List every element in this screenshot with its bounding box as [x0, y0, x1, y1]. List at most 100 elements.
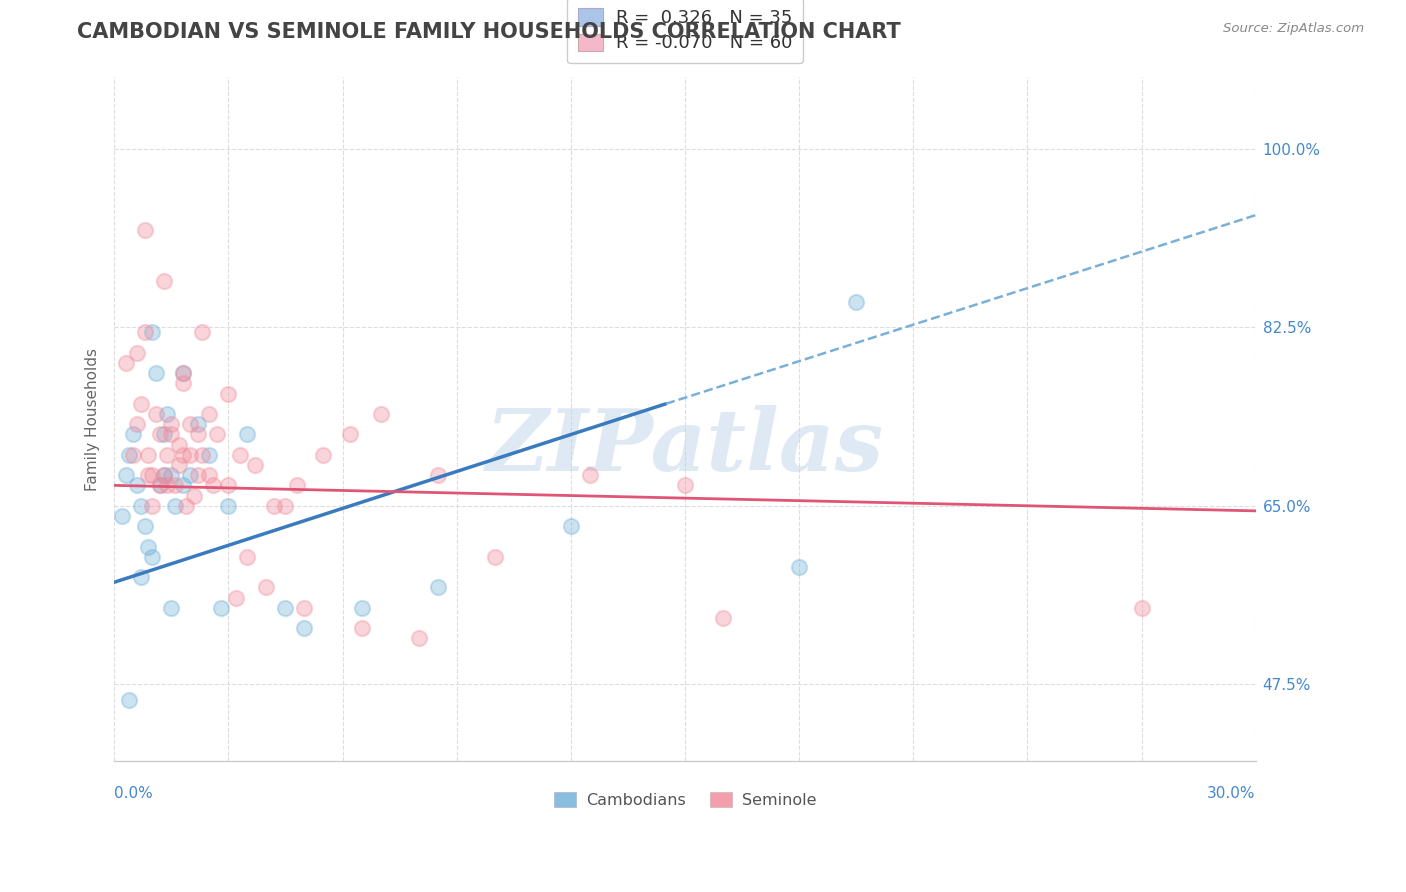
Point [125, 478, 148, 492]
Point [172, 376, 194, 391]
Point [118, 448, 141, 462]
Point [114, 356, 136, 370]
Point [274, 499, 297, 513]
Point [111, 508, 134, 523]
Point [129, 397, 152, 411]
Point [172, 366, 194, 380]
Point [129, 499, 152, 513]
Point [172, 478, 194, 492]
Point [160, 600, 183, 615]
Text: 30.0%: 30.0% [1208, 786, 1256, 801]
Point [179, 468, 201, 483]
Text: CAMBODIAN VS SEMINOLE FAMILY HOUSEHOLDS CORRELATION CHART: CAMBODIAN VS SEMINOLE FAMILY HOUSEHOLDS … [77, 22, 901, 42]
Point [350, 621, 373, 635]
Point [198, 468, 221, 483]
Point [172, 366, 194, 380]
Point [254, 580, 277, 594]
Point [152, 274, 174, 288]
Point [579, 468, 602, 483]
Point [205, 427, 228, 442]
Point [160, 427, 183, 442]
Point [1130, 600, 1153, 615]
Point [312, 448, 335, 462]
Point [149, 478, 172, 492]
Point [141, 549, 163, 564]
Point [190, 448, 212, 462]
Point [787, 560, 810, 574]
Point [138, 448, 160, 462]
Point [263, 499, 285, 513]
Point [225, 591, 247, 605]
Point [350, 600, 373, 615]
Point [673, 478, 696, 492]
Point [187, 468, 209, 483]
Point [165, 499, 187, 513]
Point [179, 417, 201, 432]
Point [845, 294, 868, 309]
Legend: Cambodians, Seminole: Cambodians, Seminole [547, 785, 823, 814]
Point [165, 478, 187, 492]
Point [243, 458, 266, 472]
Point [138, 540, 160, 554]
Point [156, 478, 179, 492]
Point [172, 448, 194, 462]
Point [187, 417, 209, 432]
Point [560, 519, 582, 533]
Point [145, 366, 167, 380]
Point [370, 407, 392, 421]
Point [183, 489, 205, 503]
Point [134, 326, 156, 340]
Point [149, 478, 172, 492]
Point [179, 448, 201, 462]
Point [274, 600, 297, 615]
Point [122, 448, 145, 462]
Point [202, 478, 225, 492]
Point [141, 468, 163, 483]
Point [426, 580, 449, 594]
Point [134, 223, 156, 237]
Point [217, 478, 239, 492]
Point [160, 468, 183, 483]
Point [198, 448, 221, 462]
Point [426, 468, 449, 483]
Point [209, 600, 232, 615]
Point [285, 478, 308, 492]
Point [125, 417, 148, 432]
Point [138, 468, 160, 483]
Point [294, 621, 316, 635]
Point [152, 427, 174, 442]
Point [408, 632, 430, 646]
Point [160, 417, 183, 432]
Point [122, 427, 145, 442]
Point [152, 468, 174, 483]
Point [711, 611, 734, 625]
Point [145, 407, 167, 421]
Point [114, 468, 136, 483]
Text: Source: ZipAtlas.com: Source: ZipAtlas.com [1223, 22, 1364, 36]
Point [484, 549, 506, 564]
Point [156, 448, 179, 462]
Point [190, 326, 212, 340]
Point [156, 407, 179, 421]
Point [152, 468, 174, 483]
Point [217, 386, 239, 401]
Point [125, 346, 148, 360]
Point [167, 458, 190, 472]
Point [294, 600, 316, 615]
Point [217, 499, 239, 513]
Point [141, 326, 163, 340]
Point [141, 499, 163, 513]
Point [229, 448, 252, 462]
Point [129, 570, 152, 584]
Text: ZIPatlas: ZIPatlas [486, 405, 884, 488]
Point [134, 519, 156, 533]
Point [339, 427, 361, 442]
Point [187, 427, 209, 442]
Point [198, 407, 221, 421]
Point [149, 427, 172, 442]
Point [176, 499, 198, 513]
Point [167, 437, 190, 451]
Point [236, 427, 259, 442]
Point [236, 549, 259, 564]
Point [118, 692, 141, 706]
